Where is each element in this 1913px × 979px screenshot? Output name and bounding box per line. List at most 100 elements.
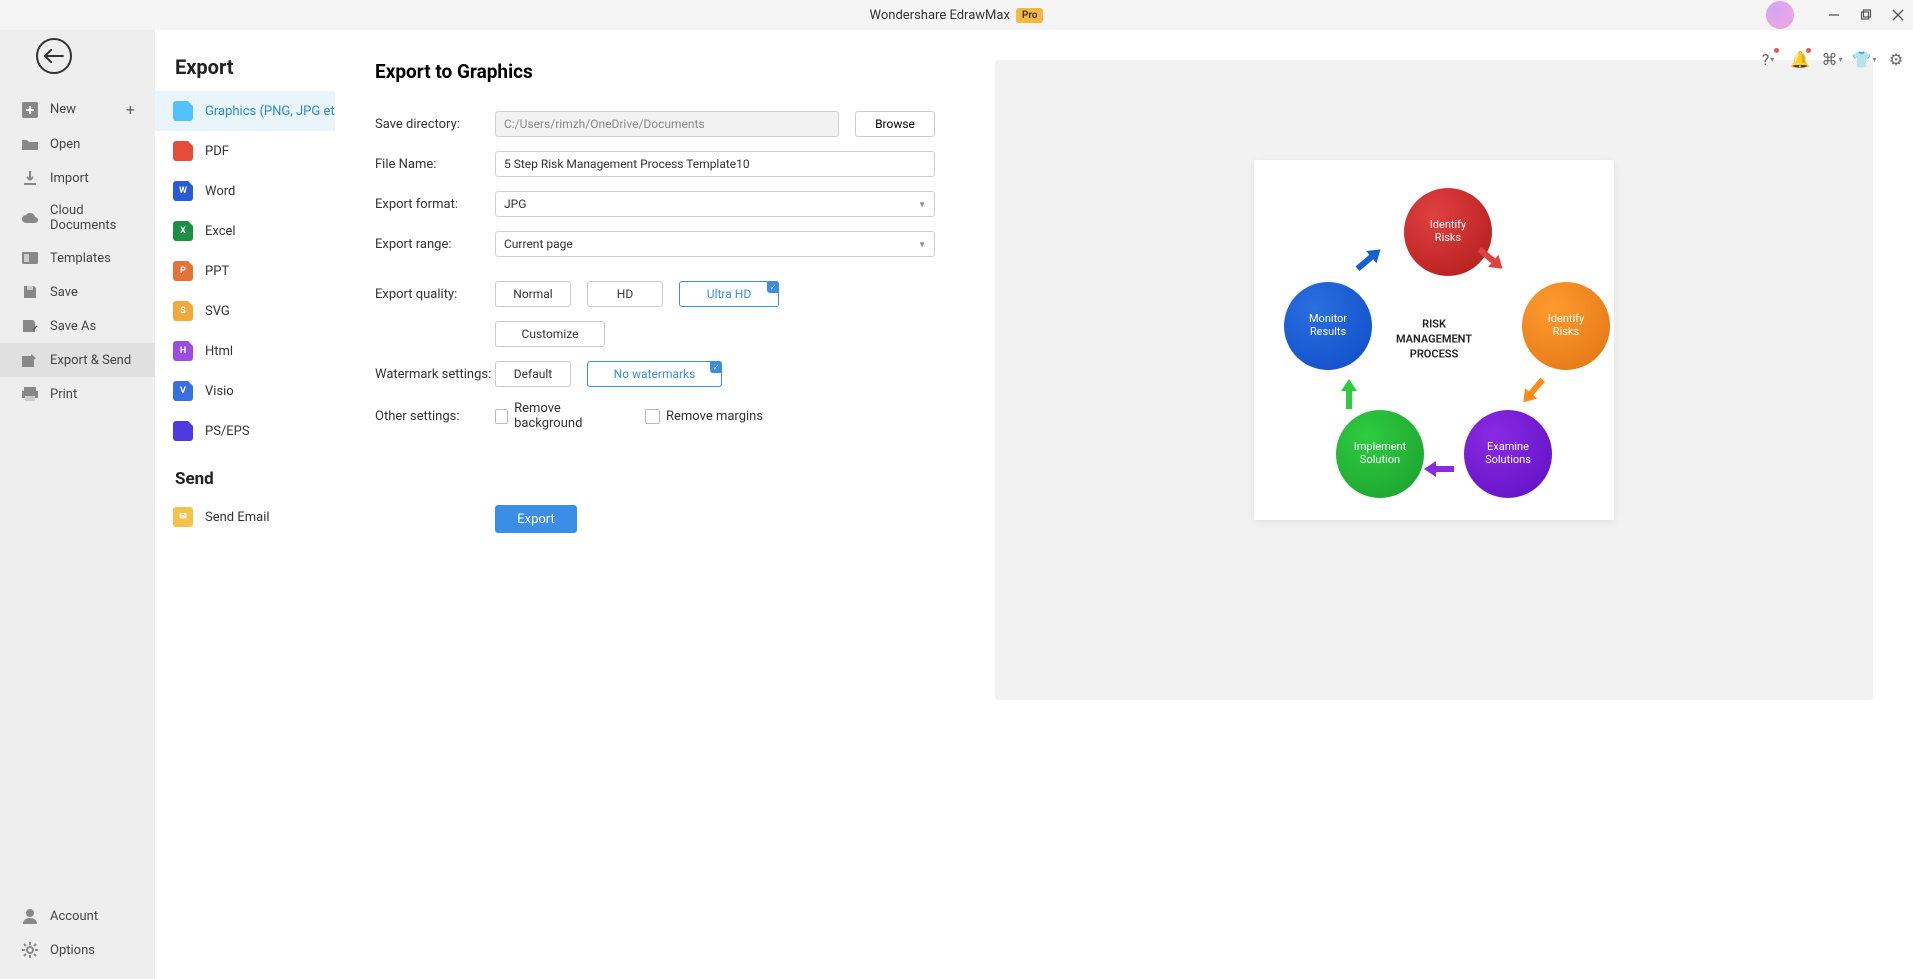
sidebar-item-print[interactable]: Print	[0, 377, 155, 411]
format-label: Word	[205, 184, 235, 199]
app-title: Wondershare EdrawMax	[870, 8, 1010, 23]
folder-icon	[20, 135, 40, 153]
export-format-excel[interactable]: X Excel	[155, 211, 335, 251]
checkbox-remove-background[interactable]: Remove background	[495, 401, 615, 431]
diagram-node: ImplementSolution	[1336, 410, 1424, 498]
file-type-icon	[173, 101, 193, 121]
diagram-center-label: RISKMANAGEMENTPROCESS	[1396, 318, 1472, 363]
quality-hd[interactable]: HD	[587, 281, 663, 307]
diagram-node: IdentifyRisks	[1522, 282, 1610, 370]
format-label: Visio	[205, 384, 234, 399]
format-label: SVG	[205, 304, 230, 319]
export-format-ppt[interactable]: P PPT	[155, 251, 335, 291]
diagram-arrow	[1422, 460, 1456, 478]
bell-icon[interactable]: 🔔	[1791, 50, 1809, 68]
watermark-no-watermarks[interactable]: No watermarks	[587, 361, 722, 387]
back-button[interactable]	[36, 38, 72, 74]
file-type-icon	[173, 141, 193, 161]
export-format-html[interactable]: HHtml	[155, 331, 335, 371]
menu-grid-icon[interactable]: ⌘▾	[1823, 50, 1841, 68]
browse-button[interactable]: Browse	[855, 111, 935, 137]
watermark-label: Watermark settings:	[375, 367, 495, 382]
sidebar-item-new[interactable]: New +	[0, 92, 155, 127]
export-format-graphics-png-jpg-et-[interactable]: Graphics (PNG, JPG et...	[155, 91, 335, 131]
range-value: Current page	[504, 237, 573, 251]
diagram-node: IdentifyRisks	[1404, 188, 1492, 276]
sidebar-item-save[interactable]: Save	[0, 275, 155, 309]
help-icon[interactable]: ?▾	[1759, 50, 1777, 68]
diagram-arrow	[1472, 241, 1510, 277]
diagram-node: MonitorResults	[1284, 282, 1372, 370]
file-type-icon: W	[173, 181, 193, 201]
export-format-word[interactable]: W Word	[155, 171, 335, 211]
settings-icon[interactable]: ⚙	[1887, 50, 1905, 68]
filename-label: File Name:	[375, 157, 495, 172]
send-email-item[interactable]: ✉ Send Email	[155, 497, 335, 537]
gear-icon	[20, 941, 40, 959]
format-label: PS/EPS	[205, 424, 250, 439]
export-format-ps-eps[interactable]: PS/EPS	[155, 411, 335, 451]
export-format-visio[interactable]: VVisio	[155, 371, 335, 411]
print-icon	[20, 385, 40, 403]
plus-icon[interactable]: +	[126, 100, 135, 119]
sidebar-item-cloud-documents[interactable]: Cloud Documents	[0, 195, 155, 241]
save-dir-label: Save directory:	[375, 117, 495, 132]
checkbox-box	[645, 409, 660, 424]
send-heading: Send	[155, 451, 335, 497]
other-label: Other settings:	[375, 409, 495, 424]
checkbox-label: Remove margins	[666, 409, 763, 424]
sidebar-item-options[interactable]: Options	[0, 933, 155, 967]
diagram-arrow	[1350, 241, 1388, 277]
sidebar-item-account[interactable]: Account	[0, 899, 155, 933]
quality-label: Export quality:	[375, 287, 495, 302]
checkbox-box	[495, 409, 508, 424]
sidebar-item-label: Save	[50, 285, 78, 300]
avatar[interactable]	[1766, 1, 1794, 29]
mail-icon: ✉	[173, 507, 193, 527]
format-select[interactable]: JPG▼	[495, 191, 935, 217]
sidebar-item-label: Account	[50, 909, 98, 924]
file-type-icon: P	[173, 261, 193, 281]
templates-icon	[20, 249, 40, 267]
sidebar-item-export-send[interactable]: Export & Send	[0, 343, 155, 377]
diagram-arrow	[1515, 372, 1551, 410]
format-label: Excel	[205, 224, 236, 239]
shirt-icon[interactable]: 👕▾	[1855, 50, 1873, 68]
quality-ultra-hd[interactable]: Ultra HD	[679, 281, 779, 307]
sidebar-item-label: Templates	[50, 251, 111, 266]
download-icon	[20, 169, 40, 187]
sidebar-item-label: Export & Send	[50, 353, 131, 368]
checkbox-label: Remove background	[514, 401, 615, 431]
sidebar-item-import[interactable]: Import	[0, 161, 155, 195]
minimize-icon[interactable]	[1827, 8, 1841, 22]
maximize-icon[interactable]	[1859, 8, 1873, 22]
plus-square-icon	[20, 101, 40, 119]
customize-button[interactable]: Customize	[495, 321, 605, 347]
diagram-node: ExamineSolutions	[1464, 410, 1552, 498]
sidebar-item-save-as[interactable]: Save As	[0, 309, 155, 343]
sidebar-item-open[interactable]: Open	[0, 127, 155, 161]
filename-input[interactable]	[495, 151, 935, 177]
format-label: PPT	[205, 264, 229, 279]
sidebar-item-label: New	[50, 102, 76, 117]
file-type-icon: X	[173, 221, 193, 241]
user-icon	[20, 907, 40, 925]
checkbox-remove-margins[interactable]: Remove margins	[645, 401, 765, 431]
quality-normal[interactable]: Normal	[495, 281, 571, 307]
close-icon[interactable]	[1891, 8, 1905, 22]
range-select[interactable]: Current page▼	[495, 231, 935, 257]
sidebar-item-label: Print	[50, 387, 77, 402]
sidebar-item-label: Save As	[50, 319, 96, 334]
sidebar-item-templates[interactable]: Templates	[0, 241, 155, 275]
export-format-svg[interactable]: S SVG	[155, 291, 335, 331]
sidebar-item-label: Options	[50, 943, 95, 958]
save-icon	[20, 283, 40, 301]
export-button[interactable]: Export	[495, 505, 577, 533]
file-type-icon: S	[173, 301, 193, 321]
pro-badge: Pro	[1016, 8, 1044, 23]
send-label: Send Email	[205, 510, 270, 525]
format-label: Export format:	[375, 197, 495, 212]
watermark-default[interactable]: Default	[495, 361, 571, 387]
save-dir-input	[495, 111, 839, 137]
export-format-pdf[interactable]: PDF	[155, 131, 335, 171]
